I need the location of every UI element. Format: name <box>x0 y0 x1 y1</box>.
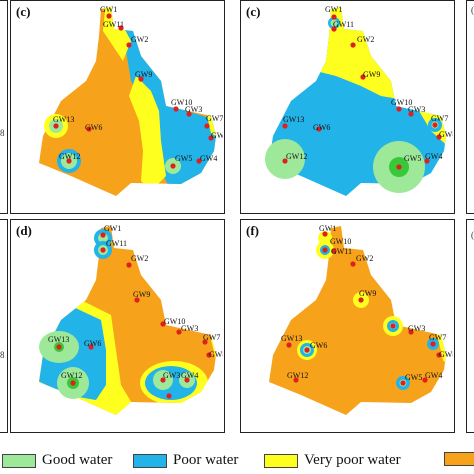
well-label-gw7: GW7 <box>203 333 220 342</box>
well-label-gw7: GW7 <box>431 114 448 123</box>
well-label-gw12: GW12 <box>61 371 82 380</box>
well-label-gw12: GW12 <box>59 152 80 161</box>
well-label-gw6: GW6 <box>310 341 327 350</box>
well-markers-bottom-right: GW1 GW10 GW11 GW2 GW9 GW3 GW7 GW8 GW13 G… <box>281 224 453 386</box>
well-label-gw9: GW9 <box>135 70 152 79</box>
well-label-gw9: GW9 <box>363 70 380 79</box>
legend-label-very-poor: Very poor water <box>304 452 401 468</box>
well-label-gw9: GW9 <box>133 290 150 299</box>
left-edge-panel-bottom <box>0 219 8 433</box>
well-label-gw6: GW6 <box>84 339 101 348</box>
well-label-gw8: GW8 <box>439 350 453 359</box>
right-edge-label-top: ( <box>471 5 474 15</box>
map-svg-bottom-left: GW1 GW11 GW2 GW9 GW10 GW3 GW7 GW8 GW13 G… <box>39 224 223 415</box>
map-svg-top-left: GW1 GW11 GW2 GW9 GW10 GW3 GW7 GW8 GW13 G… <box>39 5 223 196</box>
legend-label-good: Good water <box>42 452 113 468</box>
map-panel-top-left: GW1 GW11 GW2 GW9 GW10 GW3 GW7 GW8 GW13 G… <box>10 0 225 214</box>
legend: Good water Poor water Very poor water <box>0 446 474 474</box>
well-label-gw11: GW11 <box>333 20 354 29</box>
well-label-gw10: GW10 <box>391 98 412 107</box>
well-label-gw10: GW10 <box>164 317 185 326</box>
well-markers-top-left: GW1 GW11 GW2 GW9 GW10 GW3 GW7 GW8 GW13 G… <box>53 5 223 169</box>
well-label-gw3: GW3 <box>408 105 425 114</box>
map-panel-bottom-left: GW1 GW11 GW2 GW9 GW10 GW3 GW7 GW8 GW13 G… <box>10 219 225 433</box>
panel-label-top-right: (c) <box>246 4 261 19</box>
well-label-gw1: GW1 <box>100 5 117 14</box>
well-label-gw13: GW13 <box>283 115 304 124</box>
legend-item-very-poor: Very poor water <box>264 452 401 469</box>
well-label-gw3: GW3 <box>185 105 202 114</box>
right-edge-label-bottom: ( <box>471 230 474 240</box>
well-label-gw11: GW11 <box>331 247 352 256</box>
well-label-gw4: GW4 <box>425 371 442 380</box>
well-label-gw9: GW9 <box>359 289 376 298</box>
well-label-gw2: GW2 <box>131 35 148 44</box>
well-label-gw6: GW6 <box>313 123 330 132</box>
well-label-gw7: GW7 <box>206 114 223 123</box>
well-label-gw11: GW11 <box>106 239 127 248</box>
well-label-gw10: GW10 <box>171 98 192 107</box>
well-label-gw2: GW2 <box>131 254 148 263</box>
map-svg-bottom-right: GW1 GW10 GW11 GW2 GW9 GW3 GW7 GW8 GW13 G… <box>269 224 453 415</box>
left-edge-fragment-mid: 8 <box>0 128 5 138</box>
legend-label-poor: Poor water <box>173 452 239 468</box>
legend-item-poor: Poor water <box>133 452 238 469</box>
well-label-gw4: GW4 <box>181 371 198 380</box>
map-svg-top-right: GW1 GW11 GW2 GW9 GW10 GW3 GW7 GW8 GW13 G… <box>265 5 453 196</box>
well-label-gw4: GW4 <box>425 152 442 161</box>
well-label-gw12: GW12 <box>287 371 308 380</box>
panel-label-top-left: (c) <box>16 4 31 19</box>
well-label-gw1: GW1 <box>319 224 336 233</box>
well-markers-bottom-left: GW1 GW11 GW2 GW9 GW10 GW3 GW7 GW8 GW13 G… <box>48 224 223 399</box>
panel-label-bottom-right: (f) <box>246 223 259 238</box>
well-label-gw3: GW3 <box>181 324 198 333</box>
legend-swatch-good <box>2 453 36 468</box>
well-label-gw2: GW2 <box>357 35 374 44</box>
well-label-gw8: GW8 <box>439 130 453 139</box>
well-label-gw13: GW13 <box>48 335 69 344</box>
legend-swatch-unsuitable <box>444 452 474 466</box>
well-label-gw5: GW5 <box>404 154 421 163</box>
right-edge-panel-bottom: ( <box>466 219 474 433</box>
well-markers-top-right: GW1 GW11 GW2 GW9 GW10 GW3 GW7 GW8 GW13 G… <box>282 5 453 170</box>
well-label-gw8: GW8 <box>211 131 223 140</box>
well-label-gw12: GW12 <box>286 152 307 161</box>
well-label-gw5: GW5 <box>175 154 192 163</box>
legend-swatch-very-poor <box>264 453 298 468</box>
left-edge-fragment-bottom: 8 <box>0 350 5 360</box>
well-label-gw10: GW10 <box>330 237 351 246</box>
well-label-gw3: GW3 <box>408 324 425 333</box>
well-label-gw2: GW2 <box>356 254 373 263</box>
well-label-gw11: GW11 <box>103 20 124 29</box>
left-edge-panel-top <box>0 0 8 214</box>
map-panel-bottom-right: GW1 GW10 GW11 GW2 GW9 GW3 GW7 GW8 GW13 G… <box>240 219 455 433</box>
legend-item-good: Good water <box>2 452 112 469</box>
well-label-gw6: GW6 <box>85 123 102 132</box>
well-label-gw5: GW5 <box>405 373 422 382</box>
well-label-gw3b: GW3 <box>163 371 180 380</box>
right-edge-panel-top: ( <box>466 0 474 214</box>
well-label-gw4: GW4 <box>200 154 217 163</box>
well-label-gw1: GW1 <box>104 224 121 233</box>
map-panel-top-right: GW1 GW11 GW2 GW9 GW10 GW3 GW7 GW8 GW13 G… <box>240 0 455 214</box>
well-label-gw1: GW1 <box>325 5 342 14</box>
well-label-gw8: GW8 <box>209 350 223 359</box>
legend-item-unsuitable <box>444 452 474 466</box>
well-label-gw13: GW13 <box>281 334 302 343</box>
panel-label-bottom-left: (d) <box>16 223 32 238</box>
well-label-gw13: GW13 <box>53 115 74 124</box>
legend-swatch-poor <box>133 453 167 468</box>
well-label-gw7: GW7 <box>429 333 446 342</box>
